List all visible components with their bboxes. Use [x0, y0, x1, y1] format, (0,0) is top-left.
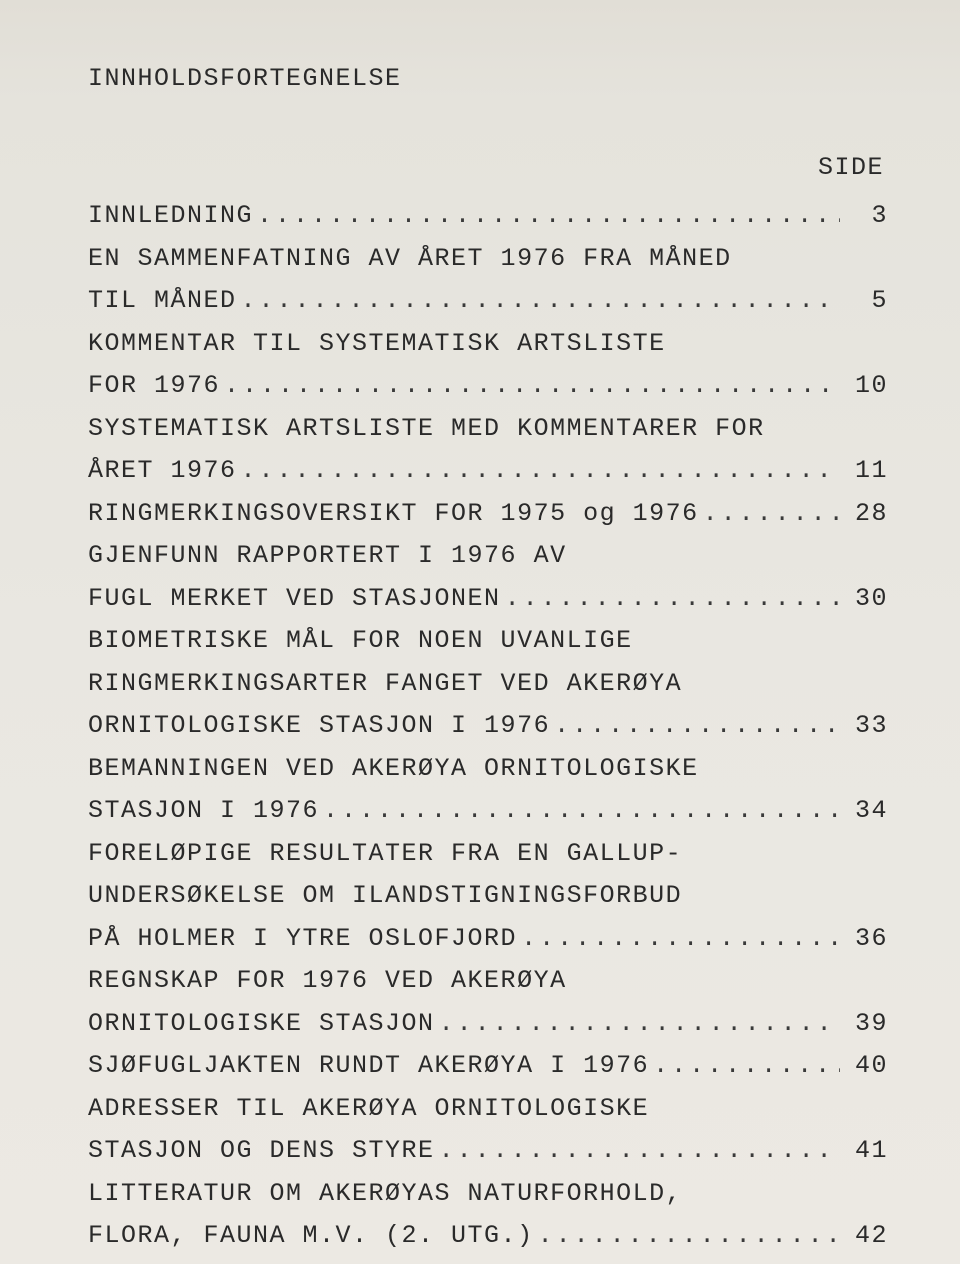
toc-entry: FUGL MERKET VED STASJONEN 30 [88, 578, 888, 621]
toc-entry-page: 5 [840, 280, 888, 323]
toc-entry: PÅ HOLMER I YTRE OSLOFJORD 36 [88, 918, 888, 961]
leader-dots [319, 790, 840, 833]
leader-dots [253, 195, 840, 238]
toc-entry-title: STASJON OG DENS STYRE [88, 1130, 435, 1173]
toc-entry-page: 10 [840, 365, 888, 408]
leader-dots [435, 1130, 840, 1173]
toc-entry-line: GJENFUNN RAPPORTERT I 1976 AV [88, 535, 888, 578]
toc-entry-title: INNLEDNING [88, 195, 253, 238]
toc-entry-line: ADRESSER TIL AKERØYA ORNITOLOGISKE [88, 1088, 888, 1131]
toc-entry-page: 36 [840, 918, 888, 961]
toc-entry-title: STASJON I 1976 [88, 790, 319, 833]
toc-entry-title: ORNITOLOGISKE STASJON I 1976 [88, 705, 550, 748]
toc-entry-line: SYSTEMATISK ARTSLISTE MED KOMMENTARER FO… [88, 408, 888, 451]
toc-entry-line: EN SAMMENFATNING AV ÅRET 1976 FRA MÅNED [88, 238, 888, 281]
toc-entry-line: UNDERSØKELSE OM ILANDSTIGNINGSFORBUD [88, 875, 888, 918]
table-of-contents: INNLEDNING 3EN SAMMENFATNING AV ÅRET 1976… [88, 195, 888, 1258]
page-column-header: SIDE [88, 147, 888, 190]
toc-entry: ÅRET 1976 11 [88, 450, 888, 493]
toc-entry-page: 41 [840, 1130, 888, 1173]
toc-entry-title: ÅRET 1976 [88, 450, 237, 493]
toc-entry-title: FUGL MERKET VED STASJONEN [88, 578, 501, 621]
toc-entry-title: FOR 1976 [88, 365, 220, 408]
toc-entry-title: SJØFUGLJAKTEN RUNDT AKERØYA I 1976 [88, 1045, 649, 1088]
leader-dots [237, 450, 840, 493]
toc-entry: TIL MÅNED 5 [88, 280, 888, 323]
toc-entry-title: TIL MÅNED [88, 280, 237, 323]
toc-entry-line: BIOMETRISKE MÅL FOR NOEN UVANLIGE [88, 620, 888, 663]
toc-entry-page: 28 [840, 493, 888, 536]
toc-entry-page: 30 [840, 578, 888, 621]
leader-dots [550, 705, 840, 748]
toc-entry: STASJON I 1976 34 [88, 790, 888, 833]
toc-entry: INNLEDNING 3 [88, 195, 888, 238]
toc-entry-line: FORELØPIGE RESULTATER FRA EN GALLUP- [88, 833, 888, 876]
toc-entry: STASJON OG DENS STYRE 41 [88, 1130, 888, 1173]
toc-entry-line: KOMMENTAR TIL SYSTEMATISK ARTSLISTE [88, 323, 888, 366]
toc-entry-page: 40 [840, 1045, 888, 1088]
leader-dots [435, 1003, 840, 1046]
toc-entry-page: 34 [840, 790, 888, 833]
toc-entry-line: RINGMERKINGSARTER FANGET VED AKERØYA [88, 663, 888, 706]
toc-entry-title: PÅ HOLMER I YTRE OSLOFJORD [88, 918, 517, 961]
leader-dots [237, 280, 840, 323]
leader-dots [649, 1045, 840, 1088]
leader-dots [699, 493, 840, 536]
toc-entry: RINGMERKINGSOVERSIKT FOR 1975 og 1976 28 [88, 493, 888, 536]
toc-entry-page: 39 [840, 1003, 888, 1046]
page-title: INNHOLDSFORTEGNELSE [88, 58, 888, 101]
toc-entry-page: 3 [840, 195, 888, 238]
leader-dots [501, 578, 840, 621]
toc-entry: ORNITOLOGISKE STASJON 39 [88, 1003, 888, 1046]
leader-dots [534, 1215, 840, 1258]
document-page: INNHOLDSFORTEGNELSE SIDE INNLEDNING 3EN S… [0, 0, 960, 1264]
leader-dots [220, 365, 840, 408]
toc-entry: FLORA, FAUNA M.V. (2. UTG.) 42 [88, 1215, 888, 1258]
toc-entry-line: BEMANNINGEN VED AKERØYA ORNITOLOGISKE [88, 748, 888, 791]
toc-entry-title: FLORA, FAUNA M.V. (2. UTG.) [88, 1215, 534, 1258]
toc-entry-title: RINGMERKINGSOVERSIKT FOR 1975 og 1976 [88, 493, 699, 536]
toc-entry-line: LITTERATUR OM AKERØYAS NATURFORHOLD, [88, 1173, 888, 1216]
toc-entry-page: 33 [840, 705, 888, 748]
toc-entry-title: ORNITOLOGISKE STASJON [88, 1003, 435, 1046]
leader-dots [517, 918, 840, 961]
toc-entry-line: REGNSKAP FOR 1976 VED AKERØYA [88, 960, 888, 1003]
toc-entry: ORNITOLOGISKE STASJON I 1976 33 [88, 705, 888, 748]
toc-entry-page: 11 [840, 450, 888, 493]
toc-entry-page: 42 [840, 1215, 888, 1258]
toc-entry: FOR 1976 10 [88, 365, 888, 408]
toc-entry: SJØFUGLJAKTEN RUNDT AKERØYA I 1976 40 [88, 1045, 888, 1088]
